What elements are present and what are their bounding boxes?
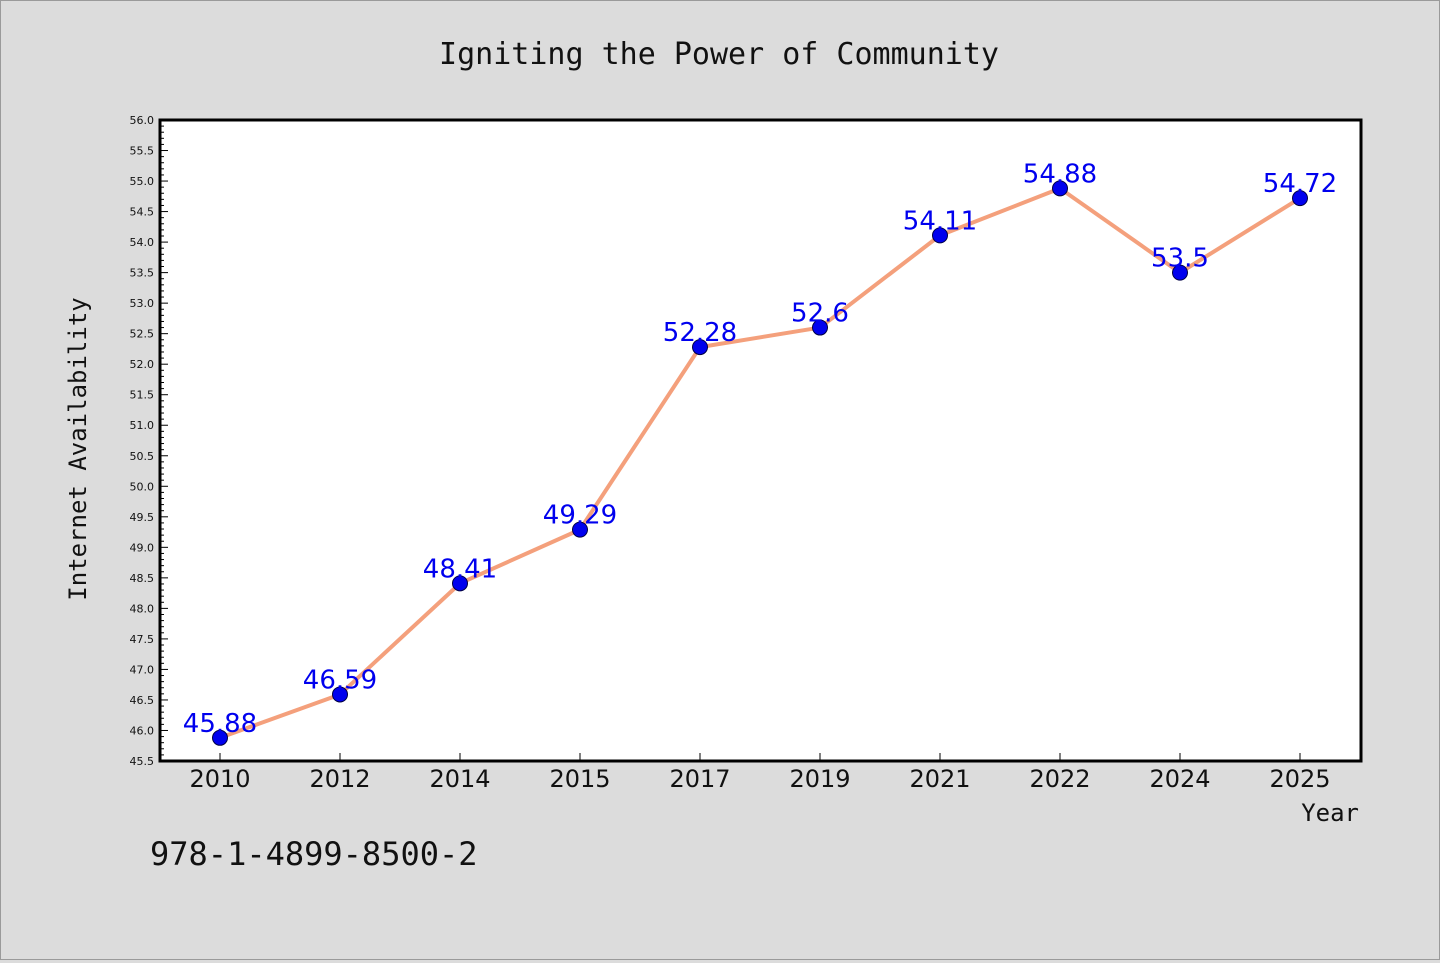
plot-area — [158, 118, 1363, 763]
x-axis-label: Year — [1301, 799, 1359, 827]
data-point — [1292, 190, 1308, 207]
data-label: 49.29 — [543, 501, 617, 531]
y-tick-label: 54.5 — [130, 206, 155, 219]
x-tick-label: 2017 — [669, 765, 730, 793]
y-tick-label: 48.0 — [130, 602, 155, 615]
series-layer — [212, 180, 1308, 746]
series-line — [219, 186, 1302, 740]
y-tick-label: 45.5 — [130, 755, 155, 768]
y-tick-label: 52.5 — [130, 328, 155, 341]
x-tick-label: 2010 — [189, 765, 250, 793]
y-tick-label: 49.0 — [130, 541, 155, 554]
y-tick-label: 51.0 — [130, 419, 155, 432]
data-label: 45.88 — [183, 709, 257, 739]
y-tick-label: 55.5 — [130, 145, 155, 158]
x-tick-label: 2014 — [429, 765, 490, 793]
y-tick-label: 48.5 — [130, 572, 155, 585]
data-label: 52.28 — [663, 318, 737, 348]
x-tick-label: 2025 — [1269, 765, 1330, 793]
data-point — [452, 575, 468, 592]
y-tick-label: 47.0 — [130, 663, 155, 676]
data-point — [1052, 180, 1068, 197]
y-tick-label: 53.5 — [130, 267, 155, 280]
x-tick-label: 2022 — [1029, 765, 1090, 793]
x-axis: 2010 2012 2014 2015 2017 2019 2021 2022 2024 2025 — [189, 753, 1331, 793]
y-tick-label: 56.0 — [130, 114, 155, 127]
data-label: 46.59 — [303, 665, 377, 695]
y-tick-label: 54.0 — [130, 236, 155, 249]
data-point — [812, 319, 828, 336]
x-tick-label: 2021 — [909, 765, 970, 793]
x-tick-label: 2024 — [1149, 765, 1210, 793]
x-tick-label: 2019 — [789, 765, 850, 793]
y-tick-label: 50.0 — [130, 480, 155, 493]
y-tick-label: 50.5 — [130, 450, 155, 463]
data-point — [212, 729, 228, 746]
y-axis-label: Internet Availability — [64, 297, 92, 600]
data-point — [572, 521, 588, 538]
data-label: 54.88 — [1023, 159, 1097, 189]
y-tick-label: 49.5 — [130, 511, 155, 524]
data-label: 52.6 — [791, 299, 849, 329]
data-point — [692, 339, 708, 356]
y-axis: 45.5 46.0 46.5 47.0 47.5 48.0 48.5 49.0 49.5 50.0… — [130, 114, 168, 768]
y-tick-label: 53.0 — [130, 297, 155, 310]
footer-code: 978-1-4899-8500-2 — [150, 835, 478, 873]
y-tick-label: 46.5 — [130, 694, 155, 707]
chart-title: Igniting the Power of Community — [439, 37, 999, 72]
y-tick-label: 51.5 — [130, 389, 155, 402]
data-label: 54.72 — [1263, 169, 1337, 199]
data-labels-layer: 45.88 46.59 48.41 49.29 52.28 52.6 54.11 54.88 5… — [183, 159, 1337, 738]
x-tick-label: 2015 — [549, 765, 610, 793]
data-point — [1172, 264, 1188, 281]
data-label: 53.5 — [1151, 244, 1209, 274]
y-tick-label: 46.0 — [130, 724, 155, 737]
data-point — [932, 227, 948, 244]
y-tick-label: 55.0 — [130, 175, 155, 188]
data-label: 48.41 — [423, 554, 497, 584]
data-point — [332, 686, 348, 703]
y-tick-label: 52.0 — [130, 358, 155, 371]
y-tick-label: 47.5 — [130, 633, 155, 646]
x-tick-label: 2012 — [309, 765, 370, 793]
data-label: 54.11 — [903, 206, 977, 236]
